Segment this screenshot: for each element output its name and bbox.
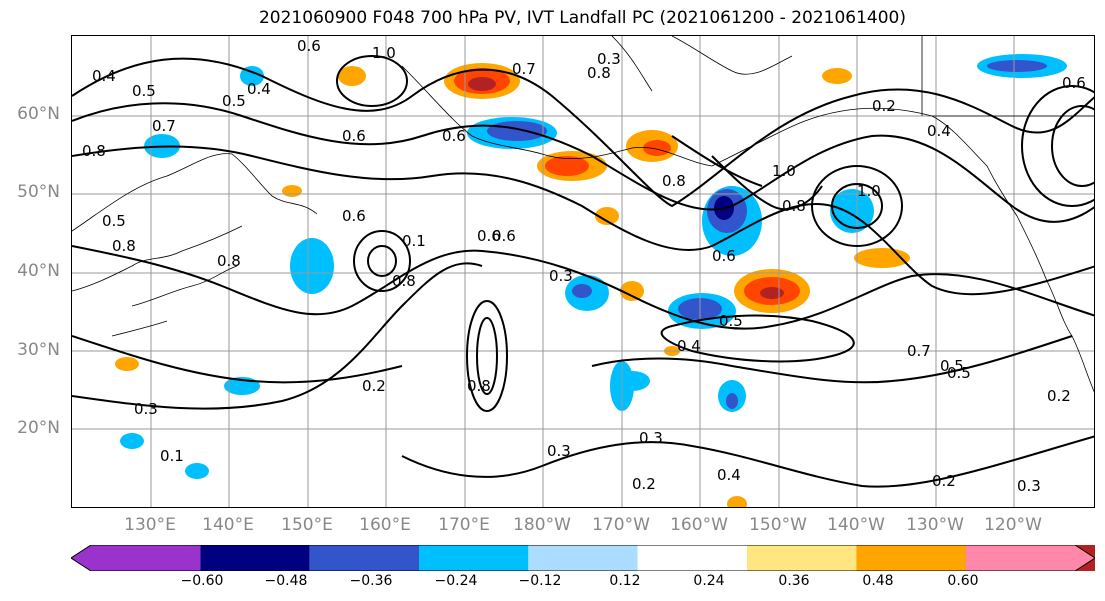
contour-label: 0.5	[102, 212, 126, 230]
contour-label: 0.5	[940, 357, 964, 375]
contour-label: 0.8	[112, 237, 136, 255]
lat-label: 50°N	[17, 182, 60, 202]
contour-label: 0.6	[442, 127, 466, 145]
contour-label: 0.7	[152, 117, 176, 135]
colorbar-segment	[200, 545, 310, 571]
colorbar-tick: 0.36	[778, 573, 810, 589]
colorbar-segments	[71, 545, 1095, 571]
contour-label: 0.4	[92, 67, 116, 85]
contour-label: 0.3	[597, 50, 621, 68]
contour-label: 0.5	[719, 312, 743, 330]
lon-label: 160°W	[670, 515, 728, 535]
figure-title: 2021060900 F048 700 hPa PV, IVT Landfall…	[258, 8, 906, 28]
lon-label: 180°W	[513, 515, 571, 535]
colorbar-segment	[637, 545, 747, 571]
lon-label: 130°W	[906, 515, 964, 535]
contour-label: 0.8	[217, 252, 241, 270]
contour-label: 0.5	[947, 364, 971, 382]
colorbar-segment	[747, 545, 857, 571]
contour-label: 0.8	[392, 272, 416, 290]
contour-label: 0.6	[342, 127, 366, 145]
colorbar-segment	[71, 545, 201, 571]
lon-label: 120°W	[984, 515, 1042, 535]
colorbar-tick: 0.48	[862, 573, 894, 589]
colorbar-segment	[965, 545, 1095, 571]
contour-label: 0.6	[297, 37, 321, 55]
contour-label: 0.2	[362, 377, 386, 395]
contour-label: 0.4	[677, 337, 701, 355]
colorbar-tick: −0.36	[349, 573, 393, 589]
colorbar-tick: −0.60	[180, 573, 224, 589]
contour-label: 0.6	[342, 207, 366, 225]
contour-label: 0.2	[632, 475, 656, 493]
contour-label: 0.3	[1017, 477, 1041, 495]
map-canvas: 0.4 0.5 0.5 0.4 0.6 1.0 0.7 0.8 0.3 0.2 …	[72, 36, 1094, 507]
pv-contours	[72, 55, 1094, 488]
lon-label: 160°E	[359, 515, 411, 535]
lon-label: 140°E	[202, 515, 254, 535]
contour-label: 1.0	[857, 182, 881, 200]
contour-label: 0.6	[1062, 74, 1086, 92]
contour-label: 1.0	[772, 162, 796, 180]
contour-label: 0.2	[872, 97, 896, 115]
colorbar-segment	[856, 545, 966, 571]
contour-label: 0.4	[717, 466, 741, 484]
colorbar	[71, 545, 1095, 571]
shaded-anomalies	[115, 54, 1067, 507]
colorbar-tick: −0.48	[264, 573, 308, 589]
grid-lines	[72, 36, 1094, 507]
contour-label: 0.7	[907, 342, 931, 360]
contour-label: 0.8	[587, 64, 611, 82]
lon-label: 140°W	[827, 515, 885, 535]
lat-label: 60°N	[17, 104, 60, 124]
contour-label: 0.2	[932, 472, 956, 490]
contour-label: 0.8	[467, 377, 491, 395]
lon-label: 170°E	[438, 515, 490, 535]
contour-label: 0.5	[132, 82, 156, 100]
contour-label: 0.7	[512, 60, 536, 78]
contour-label: 0.4	[247, 80, 271, 98]
contour-label: 0.3	[639, 429, 663, 447]
lon-label: 170°W	[592, 515, 650, 535]
contour-label: 1.0	[372, 44, 396, 62]
map-panel: 0.4 0.5 0.5 0.4 0.6 1.0 0.7 0.8 0.3 0.2 …	[71, 35, 1095, 508]
contour-label: 0.1	[402, 232, 426, 250]
contour-labels: 0.4 0.5 0.5 0.4 0.6 1.0 0.7 0.8 0.3 0.2 …	[82, 37, 1086, 495]
lat-label: 40°N	[17, 261, 60, 281]
colorbar-segment	[419, 545, 529, 571]
contour-label: 0.5	[222, 92, 246, 110]
colorbar-tick: 0.60	[947, 573, 979, 589]
colorbar-tick: −0.12	[518, 573, 562, 589]
contour-label: 0.6	[712, 247, 736, 265]
colorbar-tick: 0.24	[693, 573, 725, 589]
colorbar-segment	[528, 545, 638, 571]
colorbar-tick: 0.12	[609, 573, 641, 589]
contour-label: 0.3	[549, 267, 573, 285]
contour-label: 0.8	[782, 197, 806, 215]
colorbar-segment	[309, 545, 419, 571]
lat-label: 30°N	[17, 340, 60, 360]
lon-label: 150°E	[281, 515, 333, 535]
coastlines	[72, 36, 1094, 393]
contour-label: 0.6	[477, 227, 501, 245]
contour-label: 0.8	[662, 172, 686, 190]
contour-label: 0.3	[547, 442, 571, 460]
contour-label: 0.6	[492, 227, 516, 245]
contour-label: 0.3	[134, 400, 158, 418]
lat-label: 20°N	[17, 418, 60, 438]
contour-label: 0.2	[1047, 387, 1071, 405]
colorbar-tick: −0.24	[434, 573, 478, 589]
contour-label: 0.4	[927, 122, 951, 140]
lon-label: 130°E	[124, 515, 176, 535]
contour-label: 0.8	[82, 142, 106, 160]
contour-label: 0.1	[160, 447, 184, 465]
lon-label: 150°W	[749, 515, 807, 535]
